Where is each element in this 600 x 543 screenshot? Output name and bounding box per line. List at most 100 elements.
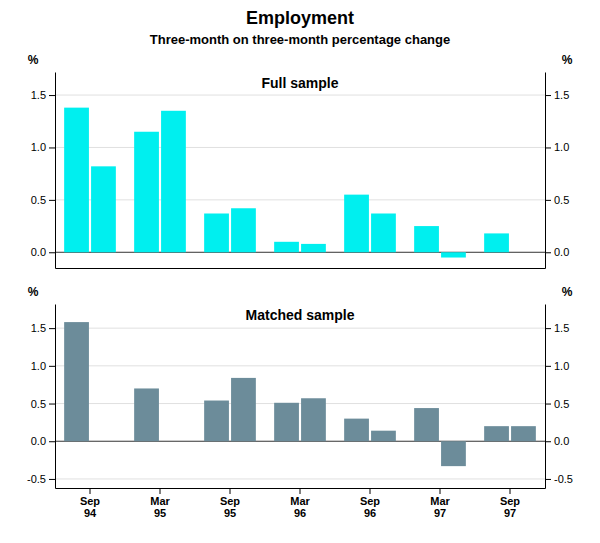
tick-label-line: 95 [224, 507, 236, 519]
tick: 1.0 [545, 141, 569, 153]
tick: Mar96 [290, 488, 310, 519]
bar [344, 419, 369, 442]
axis-label: % [562, 53, 573, 67]
tick-label: 1.0 [31, 141, 46, 153]
title: Employment [246, 8, 354, 28]
tick-label-line: Sep [80, 495, 100, 507]
bar [484, 426, 509, 441]
tick-label-line: Mar [430, 495, 450, 507]
tick-mark [545, 479, 551, 480]
bar [484, 233, 509, 252]
y-axis: 0.0 0.5 1.0 1.5 [545, 73, 569, 269]
bar [371, 213, 396, 252]
bar [274, 403, 299, 441]
tick-mark [160, 488, 161, 494]
tick-label: 1.0 [554, 141, 569, 153]
tick-mark [49, 252, 55, 253]
tick: 0.5 [545, 194, 569, 206]
bar [301, 244, 326, 252]
grid [55, 95, 545, 252]
tick-label: Sep94 [80, 495, 100, 520]
tick: 0.5 [545, 398, 569, 410]
bar [301, 398, 326, 441]
axis-label: % [562, 285, 573, 299]
bar [134, 388, 159, 441]
axis-line [55, 305, 56, 489]
tick: -0.5 [27, 473, 55, 485]
tick-label-line: Sep [500, 495, 520, 507]
tick: Mar97 [430, 488, 450, 519]
tick: 1.5 [31, 322, 55, 334]
zero-line [55, 252, 545, 253]
tick: 0.0 [545, 246, 569, 258]
tick-label: Sep95 [220, 495, 240, 520]
tick: Sep94 [80, 488, 100, 519]
tick-mark [440, 488, 441, 494]
tick-label: 1.0 [31, 360, 46, 372]
bar [274, 242, 299, 252]
grid-line [55, 199, 545, 200]
tick: Sep95 [220, 488, 240, 519]
axis-line [545, 73, 546, 269]
grid-line [55, 95, 545, 96]
bar [371, 431, 396, 442]
y-axis: -0.5 0.0 0.5 1.0 1.5 [27, 305, 55, 489]
tick-mark [545, 200, 551, 201]
tick: 1.0 [545, 360, 569, 372]
tick-label: Mar97 [430, 495, 450, 520]
grid-line [55, 328, 545, 329]
tick-label: 1.5 [31, 322, 46, 334]
tick-label: 1.5 [554, 89, 569, 101]
tick: 0.5 [31, 398, 55, 410]
tick-label-line: 97 [434, 507, 446, 519]
subtitle: Three-month on three-month percentage ch… [150, 32, 450, 47]
bar [134, 132, 159, 253]
tick-mark [545, 252, 551, 253]
x-axis [56, 268, 546, 270]
bar [511, 426, 536, 441]
y-axis: 0.0 0.5 1.0 1.5 [31, 73, 56, 269]
tick: 0.0 [31, 435, 55, 447]
tick-mark [49, 441, 55, 442]
tick-label: Mar95 [150, 495, 170, 520]
tick-mark [49, 95, 55, 96]
tick-mark [510, 488, 511, 494]
tick-label-line: Mar [150, 495, 170, 507]
tick-label: 1.5 [554, 322, 569, 334]
bars [64, 108, 509, 258]
tick-mark [49, 479, 55, 480]
tick-mark [230, 488, 231, 494]
grid [55, 328, 545, 479]
axis-line [55, 73, 56, 269]
tick: 1.0 [31, 141, 55, 153]
tick: 1.0 [31, 360, 55, 372]
tick-mark [90, 488, 91, 494]
tick-label: 0.5 [31, 194, 46, 206]
tick-label: 0.0 [31, 246, 46, 258]
bar [414, 408, 439, 441]
tick-mark [545, 366, 551, 367]
grid-line [55, 478, 545, 479]
tick-label: 0.5 [554, 194, 569, 206]
tick-mark [545, 441, 551, 442]
tick-label-line: Mar [290, 495, 310, 507]
tick-mark [545, 404, 551, 405]
tick-label-line: Sep [360, 495, 380, 507]
tick-label: 1.0 [554, 360, 569, 372]
tick-label: 0.5 [31, 398, 46, 410]
bar [64, 108, 89, 253]
tick-label: Sep97 [500, 495, 520, 520]
tick-label: 0.0 [554, 246, 569, 258]
tick-label: -0.5 [554, 473, 573, 485]
bar [231, 378, 256, 441]
tick-mark [300, 488, 301, 494]
tick: Sep96 [360, 488, 380, 519]
bar [231, 208, 256, 252]
y-axis: -0.50.00.51.01.5 [545, 305, 573, 489]
x-axis: Sep94Mar95Sep95Mar96Sep96Mar97Sep97 [56, 488, 546, 519]
bars [64, 322, 536, 466]
tick-mark [545, 328, 551, 329]
tick: 0.5 [31, 194, 55, 206]
bar [414, 226, 439, 252]
tick-label: 1.5 [31, 89, 46, 101]
